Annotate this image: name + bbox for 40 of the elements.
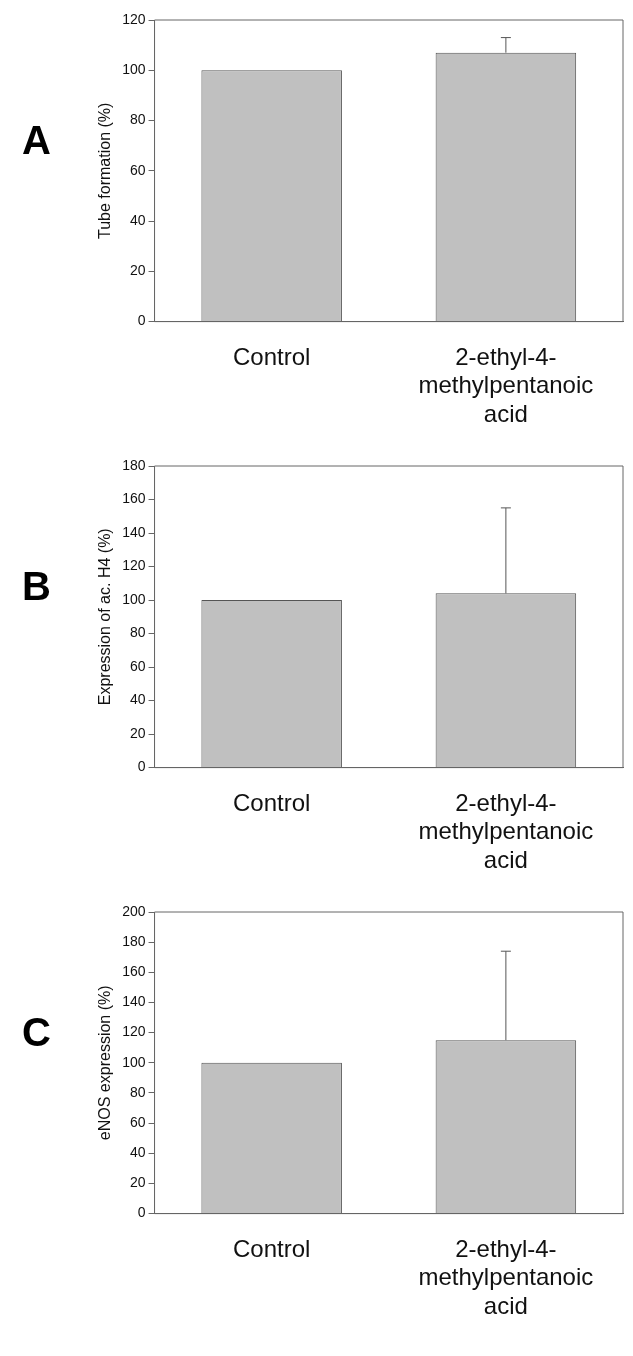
y-tick-label: 40: [129, 1144, 146, 1161]
y-tick-label: 100: [122, 590, 146, 607]
y-tick-label: 80: [129, 1083, 146, 1100]
text: B: [21, 563, 52, 609]
y-tick-label: 180: [122, 933, 146, 950]
x-tick-label: 2-ethyl-4-methylpentanoic acid: [418, 342, 594, 428]
y-axis-title: Expression of ac. H4 (%): [96, 528, 114, 706]
y-tick-label: 20: [129, 724, 146, 741]
y-tick-label: 180: [122, 456, 146, 473]
text: C: [21, 1009, 52, 1055]
y-tick-label: 160: [122, 963, 146, 980]
y-tick-label: 120: [122, 10, 146, 27]
y-tick-label: 20: [129, 262, 146, 279]
y-tick-label: 40: [129, 211, 146, 228]
y-tick-label: 20: [129, 1174, 146, 1191]
x-tick-label: Control: [232, 342, 311, 370]
y-tick-label: 100: [122, 1053, 146, 1070]
y-tick-label: 100: [122, 61, 146, 78]
y-tick-label: 0: [137, 1204, 146, 1221]
y-tick-label: 140: [122, 993, 146, 1010]
y-tick-label: 60: [129, 657, 146, 674]
x-tick-label: Control: [232, 788, 311, 816]
x-tick-label: 2-ethyl-4-methylpentanoic acid: [418, 1234, 594, 1320]
x-tick-label: Control: [232, 1234, 311, 1262]
text: A: [21, 117, 52, 163]
y-tick-label: 0: [137, 312, 146, 329]
y-tick-label: 40: [129, 691, 146, 708]
y-tick-label: 80: [129, 624, 146, 641]
y-tick-label: 0: [137, 758, 146, 775]
x-tick-label: 2-ethyl-4-methylpentanoic acid: [418, 788, 594, 874]
y-tick-label: 160: [122, 490, 146, 507]
y-tick-label: 200: [122, 902, 146, 919]
y-tick-label: 140: [122, 523, 146, 540]
y-tick-label: 80: [129, 111, 146, 128]
y-axis-title: Tube formation (%): [96, 102, 114, 239]
y-axis-title: eNOS expression (%): [96, 985, 114, 1141]
y-tick-label: 60: [129, 1113, 146, 1130]
y-tick-label: 120: [122, 1023, 146, 1040]
y-tick-label: 60: [129, 161, 146, 178]
y-tick-label: 120: [122, 557, 146, 574]
